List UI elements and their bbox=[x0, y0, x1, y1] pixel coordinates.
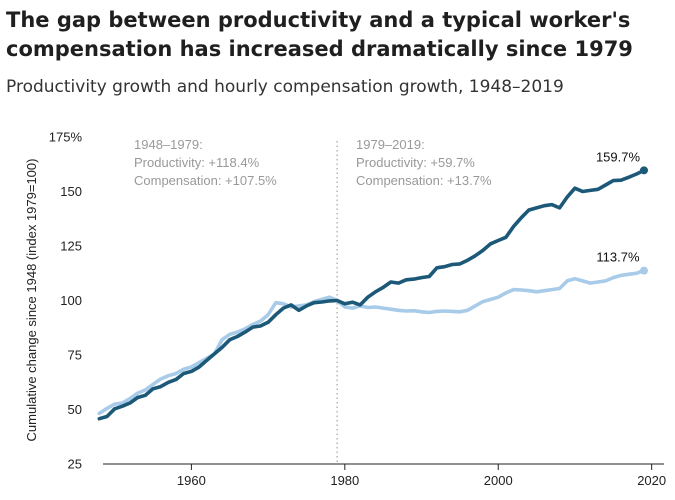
annotation-right-line-2: Productivity: +59.7% bbox=[356, 155, 475, 170]
chart-subtitle: Productivity growth and hourly compensat… bbox=[6, 77, 564, 97]
annotation-right-line-1: 1979–2019: bbox=[356, 137, 425, 152]
y-tick-label-75: 75 bbox=[68, 348, 82, 363]
endpoint-productivity bbox=[639, 166, 648, 175]
end-label-productivity: 159.7% bbox=[596, 149, 641, 164]
y-tick-label-125: 125 bbox=[60, 239, 82, 254]
annotation-right-line-3: Compensation: +13.7% bbox=[356, 173, 492, 188]
annotation-left-line-2: Productivity: +118.4% bbox=[134, 155, 260, 170]
y-tick-label-50: 50 bbox=[68, 402, 82, 417]
chart-title-line-1: The gap between productivity and a typic… bbox=[6, 8, 631, 32]
series-line-compensation bbox=[97, 268, 646, 416]
y-axis-label: Cumulative change since 1948 (index 1979… bbox=[24, 159, 39, 442]
y-axis-ticks: 25 50 75 100 125 150 175% bbox=[49, 130, 83, 472]
x-tick-label-2020: 2020 bbox=[637, 473, 666, 488]
annotation-left-line-3: Compensation: +107.5% bbox=[134, 173, 277, 188]
y-axis-label-group: Cumulative change since 1948 (index 1979… bbox=[24, 159, 39, 442]
series-lines bbox=[97, 168, 646, 421]
endpoint-compensation bbox=[639, 266, 648, 275]
y-tick-label-175: 175% bbox=[49, 130, 83, 145]
end-label-compensation: 113.7% bbox=[596, 250, 640, 265]
period-annotations: 1948–1979: Productivity: +118.4% Compensat… bbox=[134, 137, 492, 188]
end-labels: 159.7% 113.7% bbox=[596, 149, 648, 275]
y-tick-label-25: 25 bbox=[68, 457, 82, 472]
y-tick-label-100: 100 bbox=[60, 293, 82, 308]
chart-title-line-2: compensation has increased dramatically … bbox=[6, 37, 633, 61]
series-line-productivity bbox=[97, 168, 646, 421]
chart-title: The gap between productivity and a typic… bbox=[6, 6, 671, 64]
y-tick-label-150: 150 bbox=[60, 184, 82, 199]
x-tick-label-2000: 2000 bbox=[484, 473, 513, 488]
x-tick-label-1980: 1980 bbox=[330, 473, 359, 488]
annotation-left-line-1: 1948–1979: bbox=[134, 137, 203, 152]
x-axis: 1960 1980 2000 2020 bbox=[103, 463, 666, 488]
x-tick-label-1960: 1960 bbox=[177, 473, 206, 488]
